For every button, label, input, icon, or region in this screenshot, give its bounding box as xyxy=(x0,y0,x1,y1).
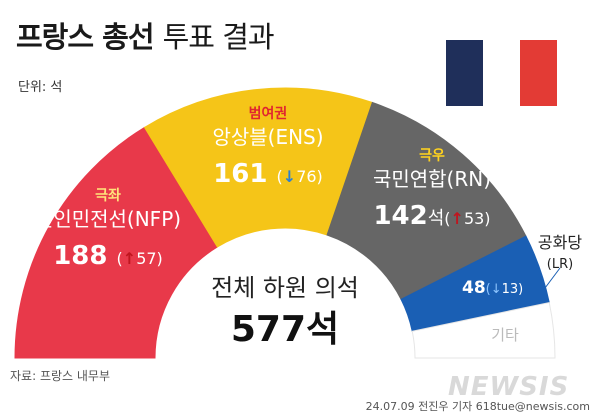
label-국민연합-group: 극우 xyxy=(419,148,445,164)
source-note: 자료: 프랑스 내무부 xyxy=(10,369,110,383)
center-label: 전체 하원 의석 xyxy=(211,274,359,302)
slice-기타 xyxy=(411,301,556,359)
unit-label: 단위: 석 xyxy=(18,80,63,95)
label-신인민전선-name: 신인민전선(NFP) xyxy=(35,207,181,231)
credit-line: 24.07.09 전진우 기자 618tue@newsis.com xyxy=(365,400,590,413)
page-title: 프랑스 총선 투표 결과 xyxy=(16,14,275,56)
title-bold: 프랑스 총선 xyxy=(16,20,154,54)
slice-국민연합 xyxy=(326,101,527,300)
slice-신인민전선 xyxy=(14,126,219,359)
label-앙상블-value: 161 (↓76) xyxy=(213,159,323,189)
french-flag xyxy=(446,40,557,106)
label-앙상블-name: 앙상블(ENS) xyxy=(212,125,323,149)
label-신인민전선-group: 극좌 xyxy=(95,188,121,204)
label-앙상블-group: 범여권 xyxy=(249,105,288,122)
center-total: 577석 xyxy=(230,309,340,350)
flag-stripe-red xyxy=(520,40,557,106)
label-공화당-value: 48(↓13) xyxy=(462,278,523,298)
title-light: 투표 결과 xyxy=(162,20,275,54)
flag-stripe-blue xyxy=(446,40,483,106)
label-신인민전선-value: 188 (↑57) xyxy=(53,241,163,271)
flag-stripe-white xyxy=(483,40,520,106)
newsis-logo: NEWSIS xyxy=(448,372,570,402)
slice-앙상블 xyxy=(143,87,373,248)
label-공화당-abbr: (LR) xyxy=(547,257,573,272)
lr-leader-line xyxy=(522,267,561,289)
label-국민연합-name: 국민연합(RN) xyxy=(373,167,491,191)
label-기타-name: 기타 xyxy=(491,326,519,344)
label-공화당-name: 공화당 xyxy=(538,233,582,252)
